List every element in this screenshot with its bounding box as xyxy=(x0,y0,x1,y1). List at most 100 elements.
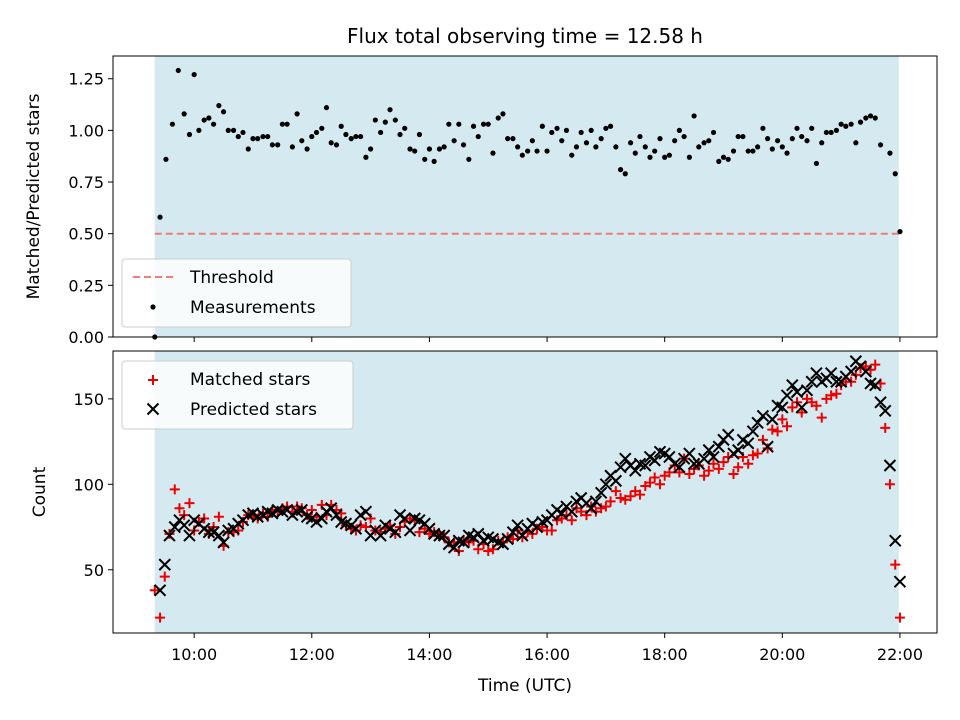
predicted-star-point xyxy=(751,416,764,429)
predicted-star-point xyxy=(565,505,578,518)
measurement-point xyxy=(186,131,193,138)
matched-star-point xyxy=(870,359,881,370)
x-tick-label: 16:00 xyxy=(524,645,570,664)
matched-star-point xyxy=(767,424,778,435)
predicted-star-point xyxy=(673,461,686,474)
measurement-point xyxy=(206,115,212,121)
measurement-point xyxy=(563,127,570,133)
measurement-point xyxy=(495,115,501,121)
y-tick-label: 1.25 xyxy=(68,70,104,89)
measurement-point xyxy=(765,136,771,142)
measurement-point xyxy=(525,148,531,154)
measurement-point xyxy=(809,125,815,131)
x-tick-label: 20:00 xyxy=(759,645,805,664)
count-panel-x-ticks: 10:00 12:00 14:00 16:00 18:00 20:00 22:00 xyxy=(171,633,923,664)
measurement-point xyxy=(730,148,737,154)
measurement-point xyxy=(210,121,217,127)
predicted-star-point xyxy=(202,525,216,539)
legend-measurement-swatch xyxy=(150,304,156,310)
measurement-point xyxy=(706,138,712,144)
measurement-point xyxy=(451,138,457,144)
y-tick-label: 100 xyxy=(73,475,104,494)
measurement-point xyxy=(181,111,187,117)
measurement-point xyxy=(196,127,202,133)
matched-star-point xyxy=(777,414,788,425)
matched-star-point xyxy=(596,503,607,514)
predicted-star-point xyxy=(790,385,804,399)
measurement-point xyxy=(534,148,540,154)
measurement-point xyxy=(422,156,428,162)
measurement-point xyxy=(169,121,176,127)
ratio-panel-x-ticks xyxy=(193,337,901,342)
measurement-point xyxy=(235,133,241,140)
measurement-point xyxy=(794,125,800,131)
matched-star-point xyxy=(605,496,616,507)
matched-star-point xyxy=(546,525,557,536)
matched-star-point xyxy=(625,491,636,502)
matched-star-point xyxy=(713,463,724,474)
y-tick-label: 0.75 xyxy=(68,173,104,192)
measurement-point xyxy=(666,152,672,158)
measurement-point xyxy=(838,121,844,127)
matched-star-point xyxy=(723,451,734,462)
predicted-star-point xyxy=(663,450,676,464)
matched-star-point xyxy=(703,465,714,476)
predicted-star-point xyxy=(516,529,529,542)
legend-threshold-label: Threshold xyxy=(189,268,274,288)
measurement-point xyxy=(353,133,359,140)
ratio-panel-y-ticks: 0.00 0.25 0.50 0.75 1.00 1.25 xyxy=(68,70,113,347)
predicted-star-point xyxy=(761,440,774,453)
predicted-star-point xyxy=(712,440,726,453)
matched-star-point xyxy=(487,544,498,555)
y-tick-label: 0.25 xyxy=(68,276,104,295)
measurement-point xyxy=(348,136,354,142)
predicted-star-point xyxy=(619,452,632,465)
predicted-star-point xyxy=(501,532,514,546)
predicted-star-point xyxy=(163,529,176,542)
measurement-point xyxy=(813,160,820,167)
measurement-point xyxy=(716,158,722,164)
predicted-star-point xyxy=(158,558,171,571)
measurement-point xyxy=(157,214,163,220)
predicted-star-point xyxy=(511,519,524,532)
predicted-star-point xyxy=(810,367,823,380)
predicted-star-point xyxy=(212,529,226,542)
measurement-point xyxy=(892,171,898,177)
count-panel-frame xyxy=(112,350,938,634)
matched-star-point xyxy=(708,458,719,469)
predicted-star-point xyxy=(599,478,613,491)
predicted-star-point xyxy=(879,404,892,418)
matched-star-point xyxy=(155,612,166,623)
matched-star-point xyxy=(566,515,577,526)
measurement-point xyxy=(848,121,854,127)
measurement-point xyxy=(745,148,751,154)
measurement-point xyxy=(358,133,364,140)
matched-star-point xyxy=(507,534,518,544)
measurement-point xyxy=(539,123,545,129)
matched-star-point xyxy=(159,571,170,582)
matched-star-point xyxy=(752,448,763,459)
predicted-star-point xyxy=(786,378,799,392)
predicted-star-point xyxy=(844,365,858,378)
predicted-star-point xyxy=(687,457,701,471)
measurement-point xyxy=(672,138,678,144)
predicted-star-point xyxy=(639,459,652,472)
measurement-point xyxy=(823,129,830,136)
measurement-point xyxy=(378,129,384,136)
measurement-point xyxy=(779,144,785,150)
predicted-star-point xyxy=(702,443,716,457)
measurement-point xyxy=(681,133,687,140)
ratio-panel-legend: Threshold Measurements xyxy=(121,258,352,328)
legend-matched-swatch xyxy=(148,375,158,385)
measurement-point xyxy=(490,150,496,156)
measurement-point xyxy=(828,129,834,136)
count-panel-x-label: Time (UTC) xyxy=(477,676,572,696)
predicted-star-point xyxy=(721,428,735,441)
measurement-point xyxy=(382,119,388,125)
measurement-point xyxy=(397,131,403,138)
measurement-point xyxy=(853,140,859,146)
measurement-point xyxy=(240,129,246,136)
matched-star-point xyxy=(884,479,895,490)
predicted-star-point xyxy=(555,507,568,520)
